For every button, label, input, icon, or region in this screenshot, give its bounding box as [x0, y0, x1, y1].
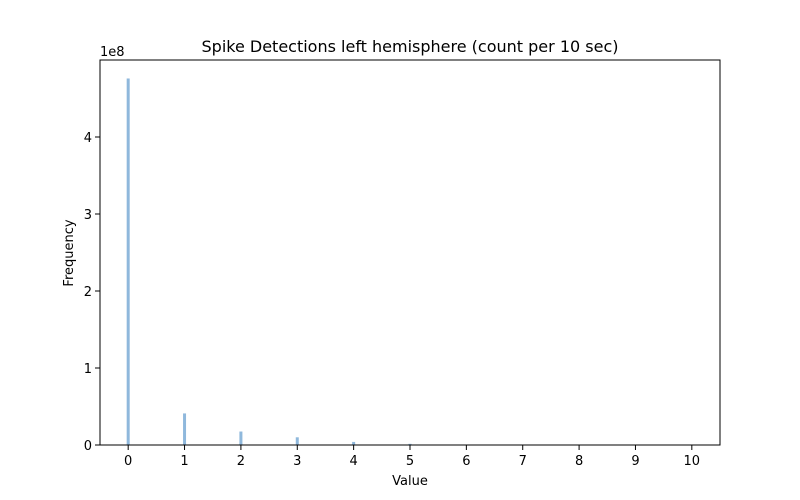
x-tick-label: 7 — [519, 454, 527, 469]
x-tick-label: 1 — [180, 454, 188, 469]
x-tick-label: 6 — [462, 454, 470, 469]
x-axis-label: Value — [392, 474, 428, 489]
bar-2 — [239, 431, 243, 445]
x-tick-label: 9 — [631, 454, 639, 469]
x-tick-label: 2 — [237, 454, 245, 469]
plot-area-frame — [99, 59, 721, 446]
y-axis-ticks: 0 1 2 3 4 — [84, 131, 100, 454]
x-tick-label: 4 — [349, 454, 357, 469]
x-tick-label: 8 — [575, 454, 583, 469]
y-tick-label: 2 — [84, 285, 92, 300]
x-tick-label: 0 — [124, 454, 132, 469]
y-tick-label: 0 — [84, 439, 92, 454]
bar-4 — [352, 441, 356, 445]
bar-1 — [183, 413, 187, 445]
y-axis-label: Frequency — [62, 219, 77, 286]
x-tick-label: 5 — [406, 454, 414, 469]
bar-3 — [295, 437, 299, 445]
x-tick-label: 3 — [293, 454, 301, 469]
y-tick-label: 4 — [84, 131, 92, 146]
bar-0 — [126, 78, 130, 445]
y-tick-label: 3 — [84, 208, 92, 223]
y-axis-offset-label: 1e8 — [100, 45, 125, 60]
bar-5 — [408, 443, 412, 445]
x-tick-label: 10 — [684, 454, 701, 469]
y-tick-label: 1 — [84, 362, 92, 377]
x-axis-ticks: 0 1 2 3 4 5 6 7 8 9 10 — [124, 445, 700, 469]
bars-group — [126, 78, 694, 445]
chart-title: Spike Detections left hemisphere (count … — [202, 37, 619, 56]
